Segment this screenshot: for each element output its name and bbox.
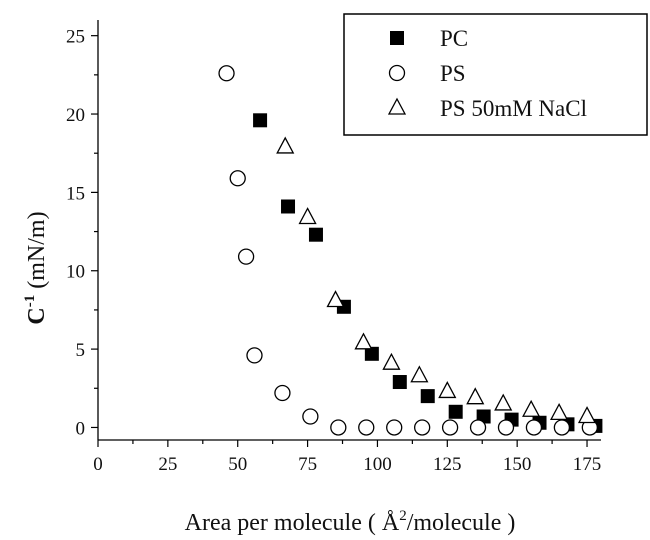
data-point-triangle xyxy=(549,402,569,421)
data-point-circle xyxy=(497,419,515,436)
series-1 xyxy=(218,65,598,436)
series-0 xyxy=(253,113,603,433)
y-axis-title: C-1 (mN/m) xyxy=(22,211,50,324)
series-2 xyxy=(276,136,597,424)
data-point-circle xyxy=(525,419,543,436)
data-point-triangle xyxy=(410,365,429,383)
x-tick-label: 175 xyxy=(573,454,602,475)
data-point-square xyxy=(253,113,268,128)
data-point-triangle xyxy=(438,381,457,399)
data-point-square xyxy=(420,389,435,404)
ticks: 0 25 50 75 100 125 150 175 0 5 10 15 20 25 xyxy=(66,27,601,475)
data-point-square xyxy=(308,227,323,242)
data-point-circle xyxy=(330,419,347,436)
x-tick-label: 75 xyxy=(298,454,317,475)
data-point-square xyxy=(392,375,407,390)
data-marks xyxy=(218,65,603,436)
legend-label-ps-nacl: PS 50mM NaCl xyxy=(440,96,587,121)
legend-marker-open-triangle xyxy=(387,97,407,115)
x-tick-label: 50 xyxy=(228,454,247,475)
y-tick-label: 20 xyxy=(66,105,85,126)
x-tick-label: 150 xyxy=(503,454,532,475)
data-point-triangle xyxy=(326,290,345,308)
legend-marker-open-circle xyxy=(388,64,406,82)
legend-item-ps: PS xyxy=(388,61,466,86)
y-tick-label: 0 xyxy=(76,418,86,439)
x-tick-label: 0 xyxy=(93,454,103,475)
y-tick-label: 5 xyxy=(76,340,86,361)
data-point-square xyxy=(281,199,296,214)
y-tick-label: 25 xyxy=(66,27,85,48)
data-point-triangle xyxy=(382,352,401,370)
legend-label-pc: PC xyxy=(440,26,468,51)
data-point-circle xyxy=(237,248,255,265)
legend-item-pc: PC xyxy=(390,26,468,51)
y-tick-label: 15 xyxy=(66,183,85,204)
data-point-circle xyxy=(386,419,403,436)
data-point-triangle xyxy=(298,207,317,225)
x-tick-label: 100 xyxy=(363,454,392,475)
data-point-circle xyxy=(414,419,431,436)
data-point-circle xyxy=(358,419,375,436)
data-point-triangle xyxy=(276,136,295,154)
x-tick-label: 125 xyxy=(433,454,462,475)
legend-item-ps-nacl: PS 50mM NaCl xyxy=(387,96,587,121)
data-point-square xyxy=(448,404,463,419)
data-point-circle xyxy=(302,408,319,425)
legend: PC PS PS 50mM NaCl xyxy=(343,13,648,136)
data-point-circle xyxy=(553,419,571,436)
data-point-square xyxy=(364,346,379,361)
data-point-circle xyxy=(441,419,459,436)
data-point-triangle xyxy=(522,399,541,417)
data-point-triangle xyxy=(494,393,513,411)
legend-label-ps: PS xyxy=(440,61,466,86)
data-point-triangle xyxy=(466,387,485,405)
x-axis-title: Area per molecule (Å2/molecule ) xyxy=(185,508,516,536)
data-point-circle xyxy=(218,65,235,82)
y-tick-label: 10 xyxy=(66,262,85,283)
data-point-triangle xyxy=(354,332,373,350)
data-point-circle xyxy=(246,347,263,364)
data-point-triangle xyxy=(577,406,597,424)
x-tick-label: 25 xyxy=(158,454,177,475)
data-point-circle xyxy=(229,170,246,187)
legend-marker-filled-square xyxy=(390,31,404,45)
data-point-circle xyxy=(469,419,487,436)
data-point-circle xyxy=(274,384,291,402)
